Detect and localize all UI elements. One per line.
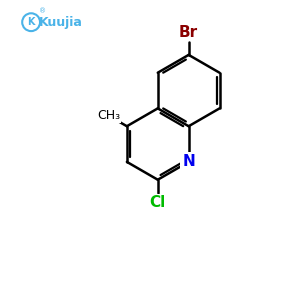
Text: K: K: [27, 17, 35, 27]
Text: Cl: Cl: [150, 195, 166, 210]
Text: Kuujia: Kuujia: [39, 16, 83, 29]
Text: CH₃: CH₃: [97, 109, 120, 122]
Text: Br: Br: [179, 25, 198, 40]
Text: ®: ®: [38, 9, 46, 15]
Text: N: N: [182, 154, 195, 169]
